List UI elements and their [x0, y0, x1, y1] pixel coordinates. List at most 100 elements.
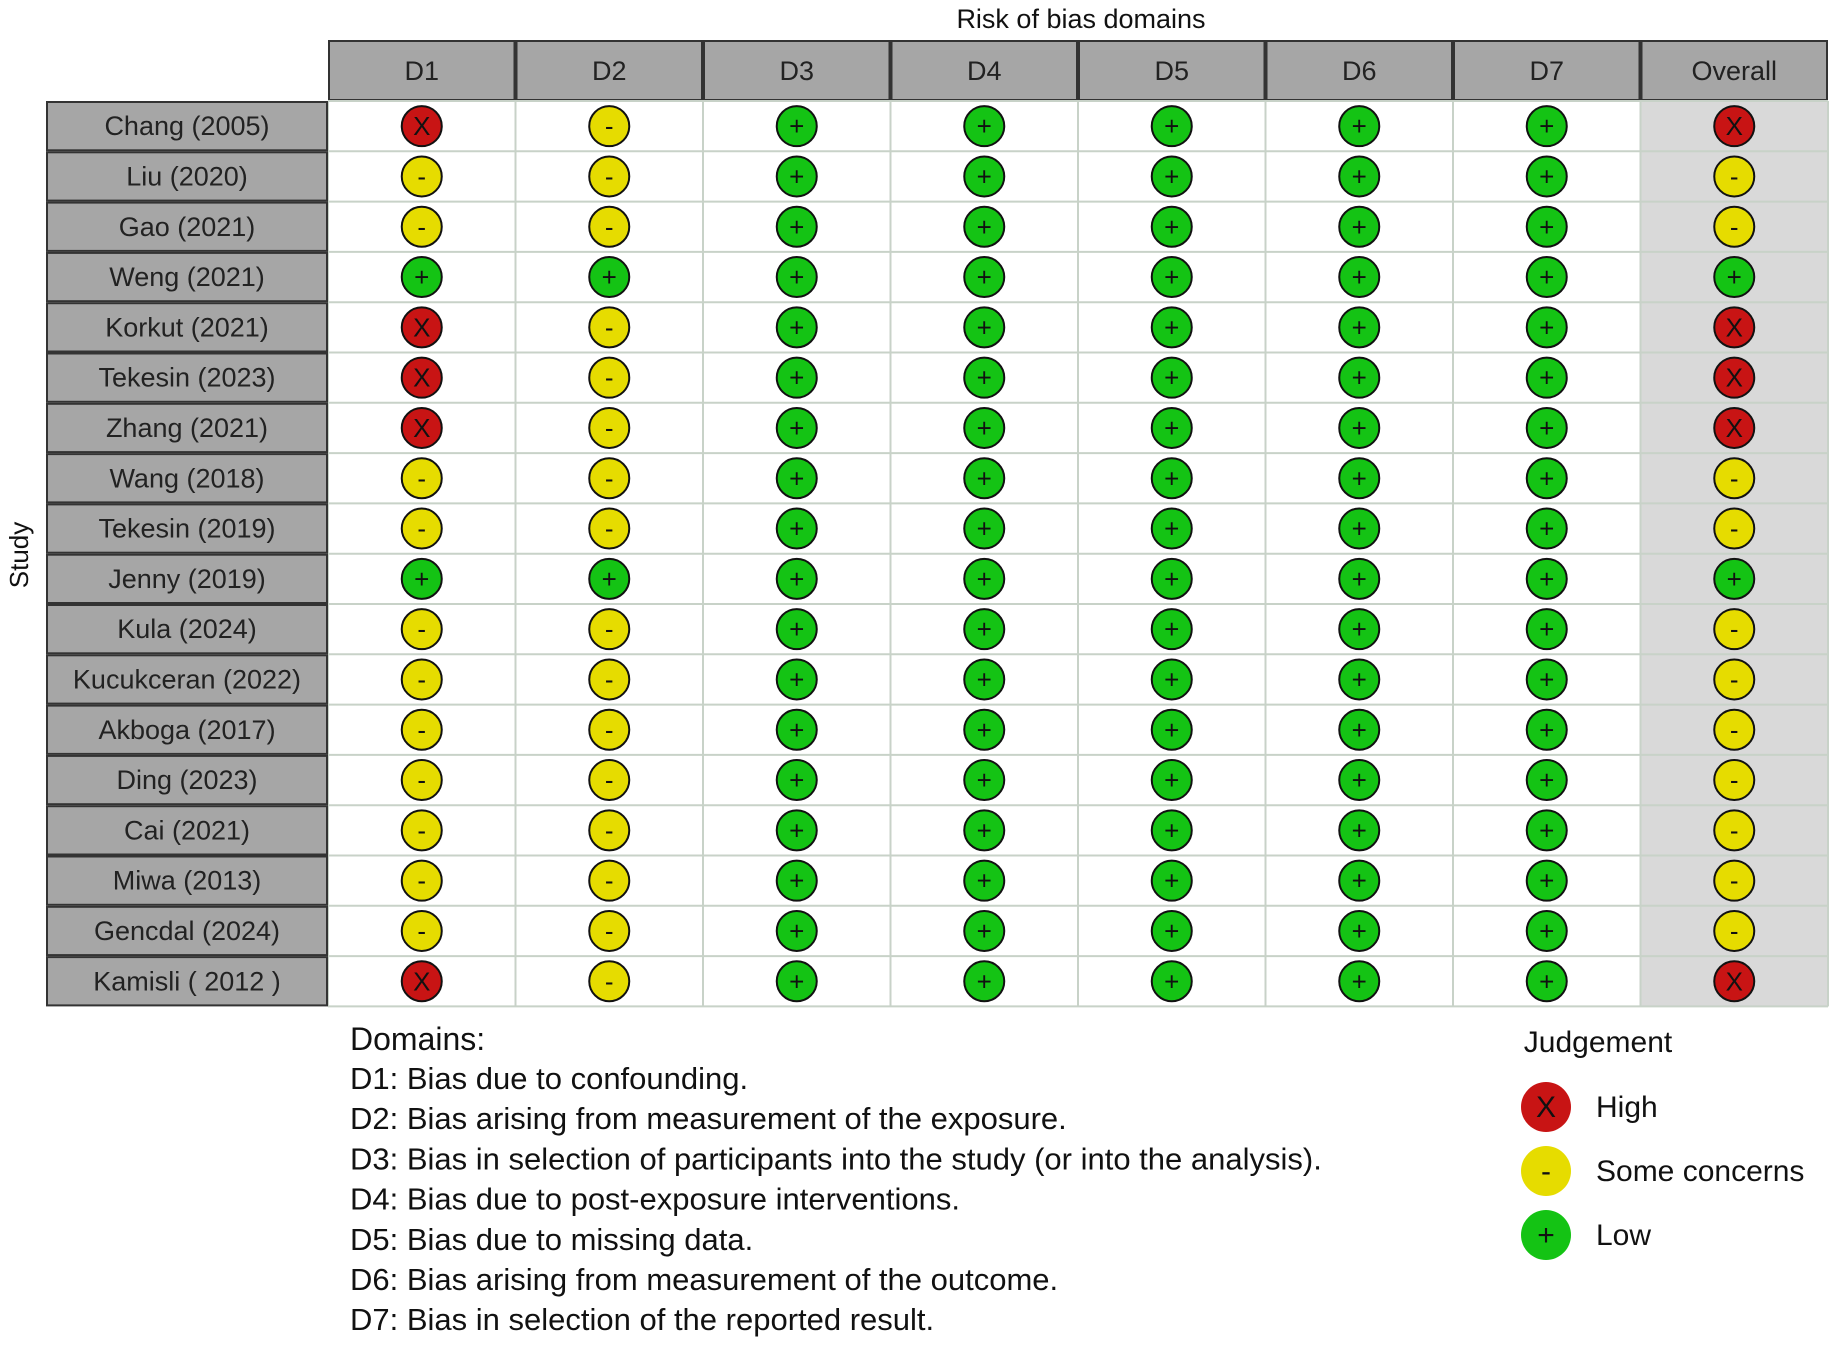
judgement-symbol: - — [605, 463, 614, 493]
judgement-symbol: - — [605, 815, 614, 845]
judgement-symbol: + — [789, 111, 804, 141]
judgement-symbol: + — [1352, 413, 1367, 443]
domain-description: D4: Bias due to post-exposure interventi… — [350, 1182, 960, 1217]
judgement-marker — [963, 256, 1006, 299]
judgement-symbol: - — [1730, 463, 1739, 493]
judgement-marker — [1713, 859, 1756, 902]
judgement-marker — [1338, 306, 1381, 349]
judgement-symbol: - — [1730, 212, 1739, 242]
judgement-marker — [963, 155, 1006, 198]
grid-layer: D1 D2 D3 D4 D5 D6 D7 Overall Chang (2005) X - + + + + +… — [46, 40, 1829, 1008]
judgement-symbol: X — [413, 966, 430, 996]
judgement-symbol: - — [1730, 715, 1739, 745]
judgement-marker — [775, 205, 818, 248]
judgement-marker — [1150, 708, 1193, 751]
judgement-marker — [1338, 557, 1381, 600]
legend: Judgement X High - Some concerns + Low — [1521, 1026, 1804, 1260]
judgement-marker — [1525, 909, 1568, 952]
study-label-box — [46, 654, 328, 705]
judgement-marker — [588, 457, 631, 500]
judgement-symbol: + — [789, 715, 804, 745]
legend-marker — [1521, 1146, 1571, 1196]
judgement-symbol: + — [977, 111, 992, 141]
judgement-symbol: + — [1352, 866, 1367, 896]
study-label-box — [46, 704, 328, 755]
judgement-symbol: - — [1730, 916, 1739, 946]
judgement-symbol: - — [417, 866, 426, 896]
judgement-symbol: + — [1539, 765, 1554, 795]
judgement-symbol: + — [1539, 413, 1554, 443]
judgement-marker — [588, 809, 631, 852]
judgement-marker — [775, 356, 818, 399]
judgement-symbol: + — [1539, 212, 1554, 242]
judgement-symbol: - — [605, 413, 614, 443]
judgement-symbol: + — [977, 212, 992, 242]
column-header-label: D2 — [592, 56, 627, 86]
judgement-marker — [1338, 507, 1381, 550]
judgement-symbol: + — [602, 262, 617, 292]
judgement-symbol: + — [1352, 966, 1367, 996]
judgement-marker — [1150, 306, 1193, 349]
judgement-marker — [400, 658, 443, 701]
judgement-symbol: X — [413, 312, 430, 342]
study-label-box — [46, 302, 328, 353]
judgement-symbol: + — [789, 664, 804, 694]
judgement-marker — [775, 406, 818, 449]
study-label: Weng (2021) — [109, 262, 265, 292]
judgement-marker — [1525, 306, 1568, 349]
column-header-d3 — [703, 40, 891, 101]
judgement-marker — [588, 205, 631, 248]
judgement-symbol: - — [605, 664, 614, 694]
column-header-label: D3 — [779, 56, 814, 86]
judgement-symbol: + — [789, 463, 804, 493]
judgement-marker — [775, 155, 818, 198]
judgement-symbol: + — [1164, 111, 1179, 141]
study-label: Tekesin (2023) — [98, 363, 275, 393]
judgement-marker — [588, 507, 631, 550]
judgement-symbol: + — [977, 916, 992, 946]
legend-symbol: - — [1541, 1155, 1551, 1188]
judgement-symbol: - — [605, 866, 614, 896]
judgement-marker — [1150, 105, 1193, 148]
judgement-marker — [1713, 256, 1756, 299]
judgement-marker — [1525, 356, 1568, 399]
legend-symbol: X — [1536, 1091, 1556, 1124]
study-label: Ding (2023) — [116, 765, 257, 795]
judgement-symbol: + — [1164, 815, 1179, 845]
judgement-symbol: - — [417, 815, 426, 845]
study-label-box — [46, 604, 328, 655]
judgement-marker — [588, 557, 631, 600]
judgement-symbol: + — [1352, 363, 1367, 393]
judgement-symbol: - — [605, 312, 614, 342]
judgement-symbol: - — [417, 212, 426, 242]
judgement-symbol: - — [605, 765, 614, 795]
judgement-symbol: + — [1539, 111, 1554, 141]
domain-description: D1: Bias due to confounding. — [350, 1061, 748, 1096]
judgement-symbol: + — [1164, 916, 1179, 946]
judgement-symbol: - — [1730, 514, 1739, 544]
judgement-marker — [1713, 457, 1756, 500]
judgement-symbol: + — [789, 866, 804, 896]
domain-description: D5: Bias due to missing data. — [350, 1222, 753, 1257]
judgement-marker — [1150, 507, 1193, 550]
judgement-marker — [1338, 457, 1381, 500]
judgement-symbol: + — [1352, 161, 1367, 191]
judgement-symbol: + — [1164, 212, 1179, 242]
judgement-marker — [1338, 708, 1381, 751]
judgement-marker — [400, 960, 443, 1003]
judgement-marker — [1338, 105, 1381, 148]
study-label: Cai (2021) — [124, 815, 250, 845]
legend-title: Judgement — [1524, 1026, 1673, 1059]
study-label-box — [46, 905, 328, 957]
judgement-marker — [1713, 507, 1756, 550]
judgement-marker — [1713, 557, 1756, 600]
study-label-box — [46, 402, 328, 454]
study-label-box — [46, 201, 328, 252]
column-header-label: D1 — [404, 56, 439, 86]
study-label: Zhang (2021) — [106, 413, 268, 443]
judgement-marker — [1338, 155, 1381, 198]
judgement-symbol: X — [413, 413, 430, 443]
judgement-marker — [1338, 205, 1381, 248]
judgement-symbol: - — [417, 765, 426, 795]
study-label: Akboga (2017) — [98, 715, 275, 745]
